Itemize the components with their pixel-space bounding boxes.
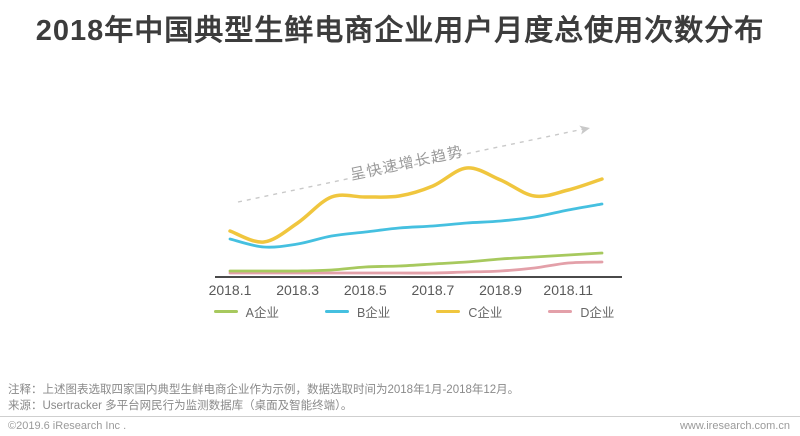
x-tick-label: 2018.3: [276, 282, 319, 298]
copyright-text: ©2019.6 iResearch Inc .: [8, 420, 127, 432]
legend-item-B企业: B企业: [324, 302, 391, 321]
legend-label: D企业: [580, 306, 615, 320]
trend-arrow-head: [579, 125, 590, 135]
legend-item-D企业: D企业: [548, 302, 614, 321]
legend-label: A企业: [245, 306, 279, 320]
legend-item-A企业: A企业: [213, 302, 279, 321]
series-line-B企业: [228, 202, 604, 249]
chart-notes: 注释：上述图表选取四家国内典型生鲜电商企业作为示例，数据选取时间为2018年1月…: [8, 382, 519, 414]
legend-swatch: [436, 310, 461, 313]
series-line-C企业: [228, 166, 604, 244]
page-title: 2018年中国典型生鲜电商企业用户月度总使用次数分布: [35, 15, 765, 47]
note-remark: 注释：上述图表选取四家国内典型生鲜电商企业作为示例，数据选取时间为2018年1月…: [8, 384, 520, 396]
legend-swatch: [324, 310, 349, 313]
x-tick-label: 2018.7: [412, 282, 455, 298]
x-tick-label: 2018.1: [209, 282, 252, 298]
chart-legend: A企业 B企业 C企业 D企业: [14, 302, 800, 321]
legend-label: C企业: [468, 306, 503, 320]
legend-item-C企业: C企业: [436, 302, 502, 321]
x-tick-label: 2018.5: [344, 282, 387, 298]
note-source: 来源：Usertracker 多平台网民行为监测数据库（桌面及智能终端）。: [8, 400, 353, 412]
legend-swatch: [213, 310, 238, 313]
legend-label: B企业: [356, 306, 391, 320]
legend-swatch: [548, 310, 573, 313]
footer-bar: ©2019.6 iResearch Inc . www.iresearch.co…: [8, 420, 790, 432]
x-tick-label: 2018.11: [543, 282, 593, 298]
website-link[interactable]: www.iresearch.com.cn: [679, 420, 790, 432]
series-line-D企业: [228, 260, 604, 275]
x-tick-label: 2018.9: [479, 282, 522, 298]
series-line-A企业: [228, 251, 604, 273]
footer-divider: [0, 416, 800, 417]
